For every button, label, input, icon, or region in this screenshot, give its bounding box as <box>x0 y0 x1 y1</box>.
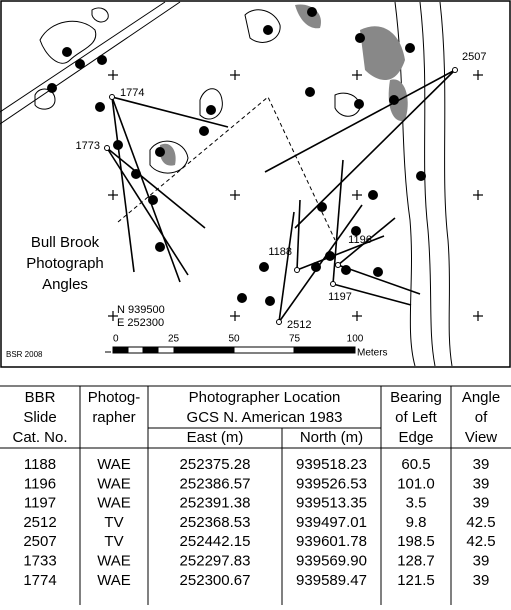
map-frame <box>0 0 511 368</box>
cell: 39 <box>473 456 490 473</box>
cell: 39 <box>473 572 490 589</box>
point-label: 2507 <box>462 51 486 63</box>
header-cell: rapher <box>92 409 135 426</box>
credit: BSR 2008 <box>6 350 43 359</box>
cell: 939497.01 <box>296 514 367 531</box>
cell: WAE <box>97 456 131 473</box>
cell: 60.5 <box>401 456 430 473</box>
photo-point <box>104 145 110 151</box>
cell: 1188 <box>24 456 56 473</box>
header-cell: BBR <box>25 389 56 406</box>
header-cell: Cat. No. <box>12 429 67 446</box>
header-cell: Edge <box>398 429 433 446</box>
view-lines <box>106 69 456 323</box>
cell: 39 <box>473 495 490 512</box>
header-cell: Slide <box>23 409 56 426</box>
header-cell: of Left <box>395 409 438 426</box>
cell: 3.5 <box>406 495 427 512</box>
cell: 252442.15 <box>180 533 251 550</box>
grid-crosses <box>108 70 483 321</box>
cell: 128.7 <box>397 552 435 569</box>
point-label: 1188 <box>268 246 292 258</box>
dots <box>47 7 426 306</box>
map-title: Bull Brook <box>31 234 100 251</box>
map-title: Photograph <box>26 255 104 272</box>
cell: WAE <box>97 552 131 569</box>
cell: 39 <box>473 552 490 569</box>
photo-point <box>452 67 458 73</box>
cell: 42.5 <box>466 514 495 531</box>
cell: 939526.53 <box>296 475 367 492</box>
point-label: 1773 <box>76 140 100 152</box>
scale-unit: Meters <box>357 348 388 359</box>
map-title: Angles <box>42 276 88 293</box>
cell: 101.0 <box>397 475 435 492</box>
transect <box>117 96 336 241</box>
point-label: 2512 <box>287 319 311 331</box>
scale-bar <box>112 346 356 354</box>
cell: 1774 <box>23 572 56 589</box>
header-cell: Photographer Location <box>189 389 341 406</box>
photo-point <box>294 267 300 273</box>
scale-tick: 0 <box>113 334 119 345</box>
header-cell: Photog- <box>88 389 141 406</box>
cell: 1197 <box>24 495 56 512</box>
cell: 939513.35 <box>296 495 367 512</box>
cell: 9.8 <box>406 514 427 531</box>
cell: TV <box>104 514 123 531</box>
cell: WAE <box>97 572 131 589</box>
scale-tick: 100 <box>347 334 364 345</box>
cell: WAE <box>97 495 131 512</box>
point-label: 1774 <box>120 87 144 99</box>
subheader-cell: North (m) <box>300 429 363 446</box>
cell: 2512 <box>23 514 56 531</box>
cell: 2507 <box>23 533 56 550</box>
cell: 939601.78 <box>296 533 367 550</box>
photo-point <box>109 94 115 100</box>
point-label: 1196 <box>348 234 372 246</box>
cell: 198.5 <box>397 533 435 550</box>
scale-tick: 50 <box>228 334 240 345</box>
header-cell: Angle <box>462 389 500 406</box>
cell: 252368.53 <box>180 514 251 531</box>
cell: 1733 <box>23 552 56 569</box>
header-cell: Bearing <box>390 389 442 406</box>
grid-label: N 939500 <box>117 304 165 316</box>
cell: 252300.67 <box>180 572 251 589</box>
cell: 39 <box>473 475 490 492</box>
photo-point <box>330 281 336 287</box>
cell: 252297.83 <box>180 552 251 569</box>
cell: 121.5 <box>397 572 435 589</box>
subheader-cell: East (m) <box>187 429 244 446</box>
scale-tick: 25 <box>168 334 180 345</box>
cell: 939569.90 <box>296 552 367 569</box>
cell: 939518.23 <box>296 456 367 473</box>
point-label: 1197 <box>328 291 352 303</box>
cell: TV <box>104 533 123 550</box>
photo-point <box>276 319 282 325</box>
cell: 939589.47 <box>296 572 367 589</box>
cell: WAE <box>97 475 131 492</box>
scale-tick: 75 <box>289 334 301 345</box>
cell: 42.5 <box>466 533 495 550</box>
photo-point <box>335 262 341 268</box>
header-cell: of <box>475 409 488 426</box>
cell: 252391.38 <box>180 495 251 512</box>
header-cell: View <box>465 429 497 446</box>
cell: 252386.57 <box>180 475 251 492</box>
header-cell: GCS N. American 1983 <box>187 409 343 426</box>
cell: 1196 <box>24 475 56 492</box>
cell: 252375.28 <box>180 456 251 473</box>
grid-label: E 252300 <box>117 317 164 329</box>
